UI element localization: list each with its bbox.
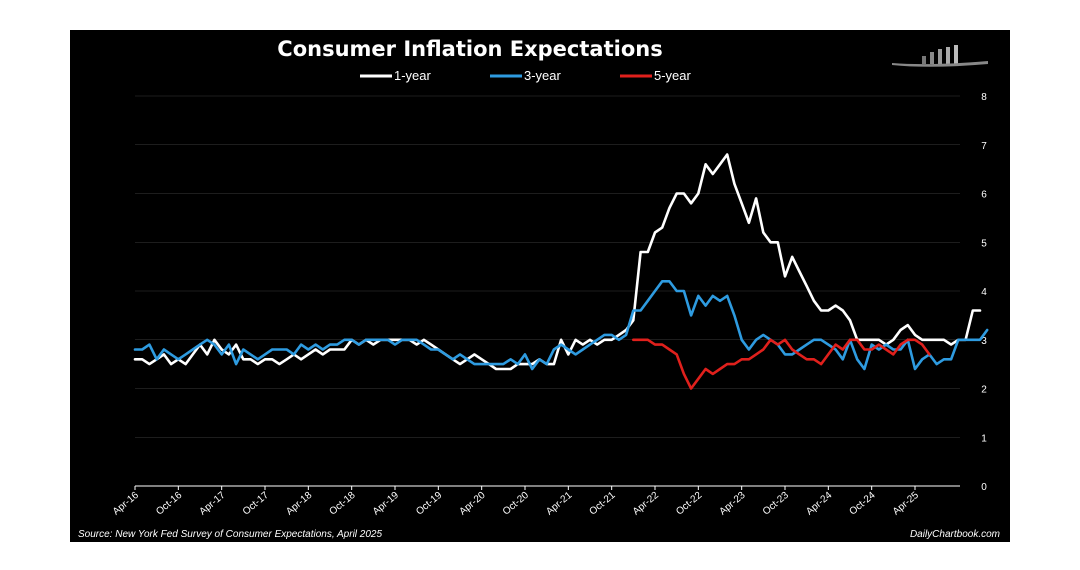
x-tick-label: Oct-24 bbox=[848, 490, 878, 518]
x-tick-label: Apr-22 bbox=[631, 490, 661, 518]
x-tick-label: Oct-18 bbox=[328, 490, 358, 518]
legend-label: 3-year bbox=[524, 68, 562, 83]
x-tick-label: Apr-17 bbox=[198, 490, 228, 518]
y-axis: 0 1 2 3 4 5 6 7 8 bbox=[981, 92, 987, 493]
x-tick-label: Oct-17 bbox=[241, 490, 271, 518]
y-tick-label: 7 bbox=[981, 141, 987, 152]
x-tick-label: Apr-18 bbox=[284, 490, 314, 518]
x-tick-label: Apr-19 bbox=[371, 490, 401, 518]
y-tick-label: 8 bbox=[981, 92, 987, 103]
x-tick-label: Oct-16 bbox=[154, 490, 184, 518]
series-line-1-year bbox=[133, 153, 982, 371]
y-tick-label: 6 bbox=[981, 190, 987, 201]
series-group bbox=[133, 153, 989, 390]
x-tick-label: Oct-20 bbox=[501, 490, 531, 518]
chart-panel: Consumer Inflation Expectations 1-year 3-… bbox=[70, 30, 1010, 542]
chartbook-logo bbox=[892, 45, 988, 67]
y-tick-label: 4 bbox=[981, 287, 987, 298]
x-tick-label: Oct-21 bbox=[588, 490, 618, 518]
chart-legend: 1-year 3-year 5-year bbox=[360, 68, 692, 83]
source-note: Source: New York Fed Survey of Consumer … bbox=[78, 529, 382, 540]
x-tick-label: Apr-23 bbox=[718, 490, 748, 518]
series-line-3-year bbox=[133, 280, 989, 371]
chart-title: Consumer Inflation Expectations bbox=[277, 37, 662, 61]
x-tick-label: Oct-22 bbox=[674, 490, 704, 518]
y-tick-label: 5 bbox=[981, 238, 987, 249]
x-tick-label: Apr-20 bbox=[458, 490, 488, 518]
x-tick-label: Apr-16 bbox=[111, 490, 141, 518]
x-tick-label: Oct-23 bbox=[761, 490, 791, 518]
x-axis: Apr-16 Oct-16 Apr-17 Oct-17 Apr-18 Oct-18 Apr-… bbox=[111, 485, 960, 518]
legend-label: 5-year bbox=[654, 68, 692, 83]
series-line-5-year bbox=[631, 338, 931, 390]
x-tick-label: Apr-21 bbox=[544, 490, 574, 518]
y-tick-label: 1 bbox=[981, 433, 987, 444]
grid-lines bbox=[135, 95, 960, 438]
inflation-expectations-chart: Consumer Inflation Expectations 1-year 3-… bbox=[78, 37, 1000, 540]
y-tick-label: 2 bbox=[981, 385, 987, 396]
x-tick-label: Apr-25 bbox=[891, 490, 921, 518]
x-tick-label: Apr-24 bbox=[804, 490, 834, 518]
legend-label: 1-year bbox=[394, 68, 432, 83]
y-tick-label: 3 bbox=[981, 336, 987, 347]
y-tick-label: 0 bbox=[981, 482, 987, 493]
x-tick-label: Oct-19 bbox=[414, 490, 444, 518]
credit-note: DailyChartbook.com bbox=[910, 529, 1000, 540]
